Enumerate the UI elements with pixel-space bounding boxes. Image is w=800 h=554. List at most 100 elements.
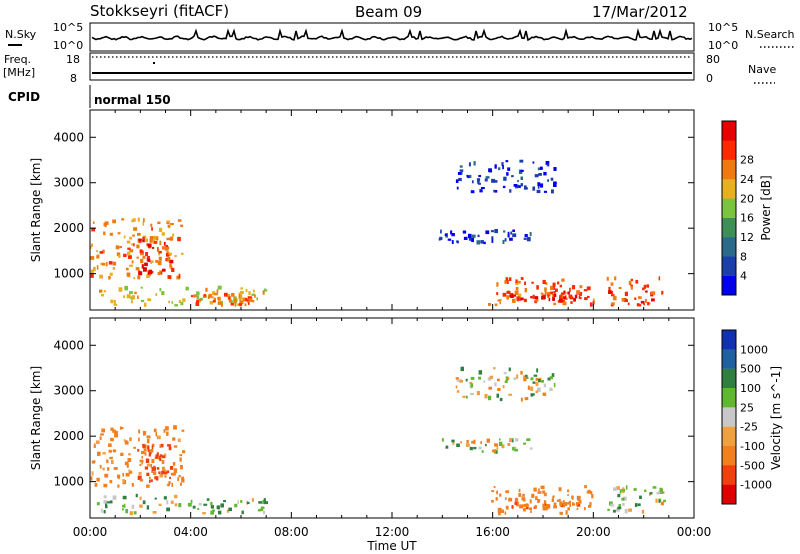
- heatmap-cell: [166, 237, 171, 241]
- cpid-label: CPID: [8, 90, 40, 104]
- colorbar-swatch: [722, 368, 736, 389]
- heatmap-cell: [180, 482, 182, 486]
- heatmap-cell: [174, 468, 177, 474]
- heatmap-cell: [144, 302, 147, 307]
- nsky-axis-top-left: 10^5: [53, 21, 83, 34]
- heatmap-cell: [504, 280, 508, 284]
- heatmap-cell: [543, 190, 547, 193]
- colorbar-tick-label: 12: [740, 231, 754, 244]
- heatmap-cell: [123, 253, 127, 257]
- heatmap-cell: [506, 295, 509, 300]
- colorbar-tick-label: 25: [740, 401, 754, 414]
- heatmap-cell: [127, 251, 131, 256]
- heatmap-cell: [501, 444, 505, 449]
- heatmap-cell: [623, 496, 627, 501]
- heatmap-cell: [166, 500, 169, 505]
- heatmap-cell: [505, 497, 507, 500]
- heatmap-cell: [483, 241, 486, 245]
- heatmap-cell: [262, 290, 265, 295]
- heatmap-cell: [561, 278, 565, 282]
- heatmap-cell: [617, 506, 622, 510]
- heatmap-cell: [176, 275, 181, 280]
- heatmap-cell: [142, 221, 145, 226]
- heatmap-cell: [589, 302, 593, 307]
- heatmap-cell: [509, 294, 513, 298]
- heatmap-cell: [208, 293, 212, 298]
- heatmap-cell: [524, 288, 528, 293]
- heatmap-cell: [478, 175, 481, 178]
- heatmap-cell: [150, 449, 154, 453]
- heatmap-cell: [529, 447, 533, 450]
- heatmap-cell: [514, 501, 518, 505]
- heatmap-cell: [545, 282, 548, 285]
- heatmap-cell: [105, 504, 108, 509]
- heatmap-cell: [146, 274, 150, 278]
- heatmap-cell: [557, 300, 560, 303]
- heatmap-cell: [124, 440, 128, 444]
- heatmap-cell: [530, 377, 534, 381]
- heatmap-cell: [517, 293, 522, 298]
- heatmap-cell: [171, 482, 173, 487]
- heatmap-cell: [569, 503, 572, 507]
- heatmap-cell: [170, 223, 174, 226]
- heatmap-cell: [645, 290, 648, 293]
- heatmap-cell: [506, 172, 509, 176]
- heatmap-cell: [516, 374, 519, 379]
- heatmap-cell: [125, 472, 130, 477]
- heatmap-cell: [655, 498, 658, 503]
- heatmap-cell: [195, 302, 200, 306]
- heatmap-cell: [165, 246, 170, 250]
- heatmap-cell: [239, 303, 243, 306]
- heatmap-cell: [220, 503, 224, 508]
- heatmap-cell: [226, 509, 230, 513]
- heatmap-cell: [559, 501, 563, 505]
- heatmap-cell: [110, 437, 114, 442]
- heatmap-cell: [149, 449, 152, 453]
- heatmap-cell: [531, 281, 534, 284]
- heatmap-cell: [484, 394, 488, 399]
- heatmap-cell: [493, 190, 498, 193]
- y-tick-label: 3000: [53, 384, 84, 398]
- heatmap-cell: [143, 218, 145, 223]
- heatmap-cell: [523, 375, 526, 378]
- heatmap-cell: [496, 446, 499, 451]
- heatmap-cell: [181, 478, 185, 483]
- heatmap-cell: [185, 286, 189, 291]
- power-colorbar-label: Power [dB]: [759, 175, 773, 240]
- heatmap-cell: [165, 244, 168, 247]
- heatmap-cell: [567, 502, 571, 505]
- heatmap-cell: [540, 379, 544, 383]
- heatmap-cell: [211, 296, 214, 299]
- heatmap-cell: [192, 505, 196, 509]
- heatmap-cell: [158, 256, 162, 261]
- heatmap-cell: [535, 496, 538, 500]
- heatmap-cell: [462, 230, 467, 234]
- heatmap-cell: [147, 445, 150, 450]
- heatmap-cell: [534, 174, 539, 178]
- heatmap-cell: [168, 481, 171, 485]
- heatmap-cell: [658, 499, 661, 503]
- heatmap-cell: [562, 502, 565, 506]
- heatmap-cell: [553, 382, 556, 388]
- heatmap-cell: [131, 504, 135, 509]
- colorbar-swatch: [722, 140, 736, 160]
- heatmap-cell: [497, 388, 501, 391]
- heatmap-cell: [133, 446, 137, 449]
- heatmap-cell: [472, 180, 474, 184]
- nave-tick-bottom: 0: [706, 72, 713, 85]
- heatmap-cell: [129, 438, 131, 441]
- heatmap-cell: [173, 445, 178, 448]
- heatmap-cell: [439, 236, 443, 241]
- heatmap-cell: [512, 233, 517, 238]
- heatmap-cell: [570, 301, 573, 304]
- heatmap-cell: [196, 291, 200, 296]
- heatmap-cell: [120, 452, 124, 456]
- heatmap-cell: [512, 229, 515, 232]
- heatmap-cell: [523, 376, 527, 382]
- heatmap-cell: [478, 182, 481, 185]
- heatmap-cell: [118, 254, 121, 258]
- heatmap-cell: [103, 290, 106, 293]
- heatmap-cell: [156, 467, 160, 470]
- heatmap-cell: [535, 382, 539, 387]
- x-tick-label: 20:00: [576, 525, 611, 539]
